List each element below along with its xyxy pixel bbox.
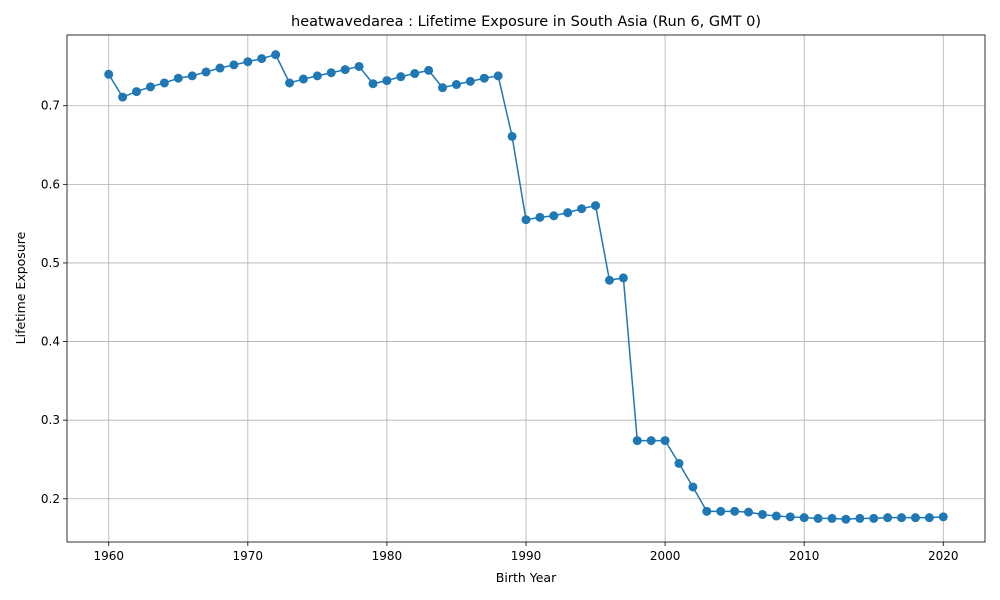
data-point <box>604 275 614 285</box>
y-tick-label: 0.4 <box>41 335 60 349</box>
data-point <box>368 79 378 89</box>
data-point <box>563 208 573 218</box>
x-tick-label: 1980 <box>372 549 403 563</box>
data-point <box>479 73 489 83</box>
data-point <box>646 436 656 446</box>
x-axis-label: Birth Year <box>496 570 557 585</box>
data-point <box>257 54 267 64</box>
data-point <box>674 458 684 468</box>
data-point <box>535 212 545 222</box>
data-point <box>285 78 295 88</box>
data-point <box>855 513 865 523</box>
data-point <box>618 273 628 283</box>
x-tick-label: 1990 <box>511 549 542 563</box>
data-point <box>660 436 670 446</box>
data-point <box>451 80 461 90</box>
data-point <box>298 74 308 84</box>
data-point <box>424 65 434 75</box>
data-point <box>938 512 948 522</box>
data-point <box>465 76 475 86</box>
y-tick-label: 0.7 <box>41 99 60 113</box>
data-point <box>354 61 364 71</box>
x-tick-label: 2010 <box>789 549 820 563</box>
data-point <box>173 73 183 83</box>
data-point <box>702 506 712 516</box>
data-point <box>799 513 809 523</box>
data-point <box>771 511 781 521</box>
data-point <box>326 68 336 78</box>
data-point <box>688 482 698 492</box>
data-point <box>924 513 934 523</box>
data-point <box>187 71 197 81</box>
data-point <box>229 60 239 70</box>
data-point <box>549 211 559 221</box>
data-point <box>132 87 142 97</box>
data-point <box>438 83 448 93</box>
data-point <box>744 507 754 517</box>
data-point <box>312 71 322 81</box>
data-point <box>757 509 767 519</box>
y-tick-label: 0.5 <box>41 256 60 270</box>
data-point <box>215 63 225 73</box>
data-point <box>382 76 392 86</box>
data-point <box>118 92 128 102</box>
data-point <box>507 131 517 141</box>
data-points <box>104 50 948 524</box>
data-point <box>340 65 350 75</box>
data-point <box>521 215 531 225</box>
axis-ticks: 1960 1970 1980 1990 2000 2010 2020 0.2 0.3 0.4 0.5… <box>41 99 959 563</box>
data-point <box>243 57 253 67</box>
data-point <box>785 512 795 522</box>
data-point <box>632 436 642 446</box>
data-point <box>730 506 740 516</box>
data-point <box>410 69 420 79</box>
data-point <box>841 514 851 524</box>
chart-title: heatwavedarea : Lifetime Exposure in Sou… <box>291 14 761 30</box>
data-point <box>159 78 169 88</box>
data-point <box>396 72 406 82</box>
data-point <box>813 513 823 523</box>
data-point <box>910 513 920 523</box>
y-tick-label: 0.6 <box>41 177 60 191</box>
y-axis-label: Lifetime Exposure <box>13 231 28 344</box>
x-tick-label: 2020 <box>928 549 959 563</box>
data-point <box>493 71 503 81</box>
data-point <box>869 513 879 523</box>
data-point <box>104 69 114 79</box>
data-point <box>201 67 211 77</box>
x-tick-label: 1970 <box>233 549 264 563</box>
x-tick-label: 1960 <box>93 549 124 563</box>
y-tick-label: 0.3 <box>41 413 60 427</box>
grid-lines <box>67 35 985 542</box>
x-tick-label: 2000 <box>650 549 681 563</box>
y-tick-label: 0.2 <box>41 492 60 506</box>
data-point <box>271 50 281 60</box>
data-point <box>145 82 155 92</box>
data-point <box>591 201 601 211</box>
data-point <box>883 513 893 523</box>
data-point <box>716 506 726 516</box>
data-point <box>577 204 587 214</box>
plot-frame <box>66 34 986 543</box>
data-point <box>897 513 907 523</box>
data-point <box>827 513 837 523</box>
